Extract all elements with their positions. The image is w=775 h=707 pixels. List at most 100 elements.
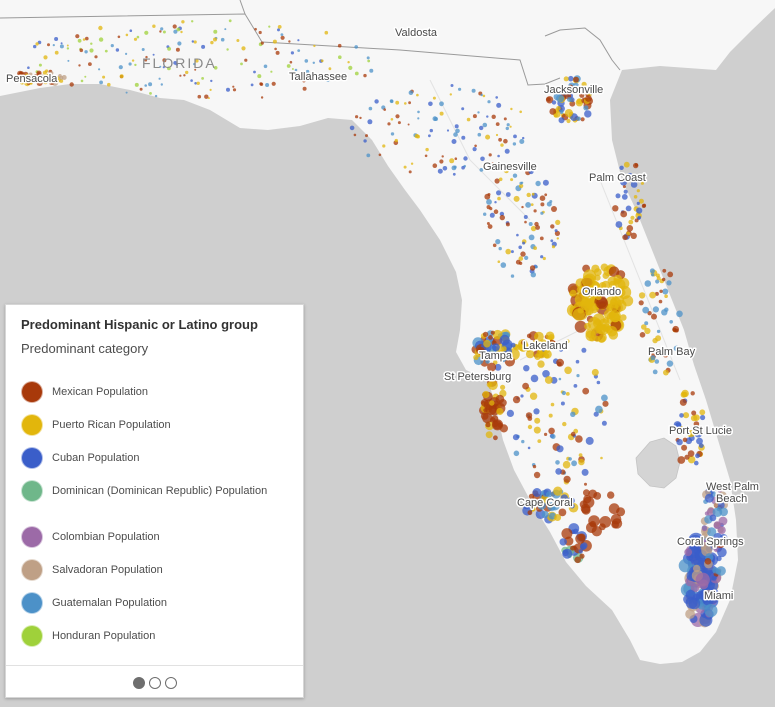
population-dot (619, 165, 624, 170)
population-dot (533, 408, 540, 415)
city-label-pensacola: Pensacola (6, 73, 58, 85)
population-dot (503, 138, 508, 144)
population-dot (623, 161, 630, 168)
population-dot (669, 320, 673, 324)
population-dot (533, 246, 537, 251)
population-dot (75, 34, 80, 39)
population-dot (538, 353, 543, 358)
population-dot (569, 503, 575, 509)
population-dot (560, 401, 565, 406)
population-dot (354, 71, 359, 76)
population-dot (117, 35, 121, 39)
population-dot (289, 60, 293, 64)
population-dot (588, 303, 600, 314)
population-dot (302, 86, 307, 91)
pager-dot-2[interactable] (148, 676, 161, 689)
population-dot (666, 280, 672, 286)
population-dot (288, 40, 291, 43)
population-dot (537, 439, 542, 443)
population-dot (673, 345, 680, 352)
population-dot (183, 74, 186, 77)
population-dot (540, 211, 544, 215)
population-dot (685, 589, 696, 600)
population-dot (564, 109, 573, 117)
population-dot (145, 55, 148, 59)
legend-subtitle: Predominant category (21, 341, 149, 356)
population-dot (578, 533, 586, 542)
population-dot (630, 215, 635, 220)
population-dot (494, 178, 500, 184)
population-dot (654, 359, 660, 364)
pager-dot-1[interactable] (132, 676, 145, 689)
population-dot (540, 255, 544, 259)
population-dot (579, 553, 585, 559)
population-dot (495, 133, 499, 137)
population-dot (488, 335, 493, 340)
city-label-port-st-lucie: Port St Lucie (669, 425, 732, 437)
population-dot (236, 39, 240, 42)
population-dot (662, 277, 666, 282)
population-dot (567, 88, 573, 94)
population-dot (523, 215, 528, 219)
population-dot (291, 68, 294, 70)
pager-dot-3[interactable] (164, 676, 177, 689)
population-dot (567, 496, 575, 505)
population-dot (263, 64, 268, 69)
population-dot (297, 49, 301, 52)
population-dot (450, 84, 454, 87)
population-dot (655, 279, 660, 284)
population-dot (461, 135, 466, 140)
population-dot (90, 42, 93, 45)
population-dot (492, 329, 503, 340)
population-dot (659, 289, 663, 293)
population-dot (530, 203, 534, 207)
population-dot (54, 50, 59, 55)
population-dot (638, 300, 644, 306)
population-dot (521, 439, 525, 444)
population-dot (503, 167, 510, 174)
population-dot (27, 66, 30, 69)
population-dot (695, 453, 700, 459)
population-dot (394, 138, 398, 143)
population-dot (213, 66, 218, 70)
population-dot (449, 93, 452, 96)
population-dot (466, 117, 471, 122)
population-dot (518, 256, 524, 261)
population-dot (553, 486, 563, 496)
population-dot (633, 195, 638, 199)
population-dot (684, 548, 693, 557)
population-dots (17, 19, 729, 628)
population-dot (503, 117, 507, 121)
population-dot (497, 154, 500, 158)
population-dot (325, 73, 329, 76)
population-dot (651, 273, 655, 277)
population-dot (551, 100, 557, 105)
population-dot (355, 115, 359, 119)
population-dot (717, 547, 727, 558)
population-dot (260, 96, 264, 99)
population-dot (501, 346, 507, 352)
population-dot (558, 508, 567, 517)
population-dot (354, 45, 359, 49)
population-dot (652, 369, 658, 375)
legend-panel: Predominant Hispanic or Latino group Pre… (5, 304, 304, 698)
population-dot (663, 369, 669, 376)
population-dot (555, 219, 561, 225)
population-dot (565, 392, 570, 396)
population-dot (704, 493, 714, 503)
population-dot (562, 548, 573, 559)
lake-okeechobee (635, 437, 681, 489)
population-dot (526, 192, 531, 198)
population-dot (224, 28, 227, 31)
population-dot (523, 365, 530, 372)
population-dot (585, 95, 592, 102)
population-dot (704, 511, 710, 516)
population-dot (499, 214, 505, 221)
population-dot (446, 129, 450, 132)
population-dot (550, 402, 555, 407)
population-dot (463, 156, 468, 161)
population-dot (578, 453, 583, 457)
population-dot (546, 97, 551, 102)
population-dot (574, 556, 581, 564)
population-dot (461, 107, 465, 111)
